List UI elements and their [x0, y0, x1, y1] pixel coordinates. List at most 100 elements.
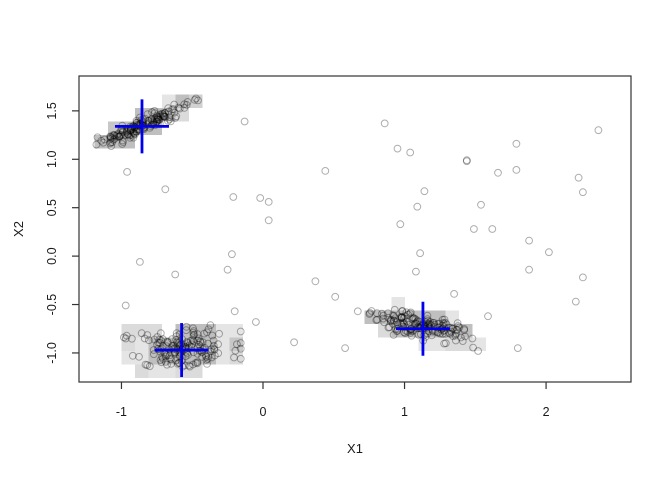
data-point-circle — [110, 135, 119, 143]
data-point-circle — [513, 344, 522, 353]
data-point-circle — [116, 131, 125, 139]
data-point-circle — [160, 112, 169, 121]
data-point-circle — [194, 340, 203, 349]
density-cell — [202, 351, 216, 365]
data-point-circle — [202, 352, 211, 361]
data-point-circle — [429, 319, 437, 327]
data-point-circle — [427, 331, 436, 340]
data-point-circle — [156, 329, 165, 338]
data-point-circle — [366, 309, 374, 317]
data-point-circle — [264, 216, 273, 225]
data-point-circle — [153, 115, 162, 124]
data-point-circle — [122, 331, 131, 340]
data-point-circle — [209, 341, 218, 350]
data-point-circle — [408, 313, 417, 322]
data-point-circle — [411, 315, 420, 324]
data-point-circle — [202, 356, 211, 364]
data-point-circle — [406, 326, 415, 335]
data-point-circle — [112, 132, 120, 140]
data-point-circle — [420, 187, 429, 196]
density-cell — [229, 324, 243, 338]
data-point-circle — [193, 358, 202, 367]
density-cell — [162, 108, 176, 122]
data-point-circle — [110, 131, 119, 140]
data-point-circle — [379, 314, 388, 323]
data-point-circle — [353, 307, 362, 316]
data-point-circle — [161, 109, 169, 117]
data-point-circle — [372, 316, 381, 325]
data-point-circle — [156, 356, 165, 364]
density-cell — [202, 324, 216, 338]
data-point-circle — [214, 340, 223, 349]
data-point-circle — [189, 337, 198, 346]
data-point-circle — [223, 265, 232, 274]
y-tick-label: 0.0 — [45, 247, 59, 264]
data-point-circle — [172, 329, 181, 338]
density-cell — [378, 324, 392, 338]
data-point-circle — [399, 314, 408, 323]
data-point-circle — [109, 131, 117, 140]
data-point-circle — [108, 138, 117, 147]
data-point-circle — [99, 138, 108, 147]
data-point-circle — [129, 133, 138, 142]
data-point-circle — [148, 120, 157, 129]
density-cell — [121, 135, 135, 149]
data-point-circle — [398, 318, 407, 327]
data-point-circle — [136, 258, 144, 266]
data-point-circle — [230, 353, 238, 362]
data-point-circle — [123, 127, 131, 136]
data-point-circle — [159, 110, 168, 119]
data-point-circle — [204, 325, 213, 334]
data-point-circle — [402, 308, 411, 317]
data-point-circle — [125, 131, 134, 140]
data-point-circle — [428, 326, 437, 335]
data-point-circle — [150, 335, 159, 344]
data-point-circle — [196, 337, 205, 346]
data-point-circle — [164, 104, 173, 113]
data-point-circle — [460, 325, 469, 333]
data-point-circle — [168, 105, 177, 114]
density-cell — [445, 337, 459, 351]
data-point-circle — [438, 315, 447, 324]
data-point-circle — [393, 326, 402, 335]
data-point-circle — [126, 133, 134, 142]
data-point-circle — [129, 131, 138, 140]
data-point-circle — [438, 330, 447, 338]
density-cell — [472, 337, 486, 351]
data-point-circle — [150, 114, 159, 123]
density-cell — [391, 310, 405, 324]
y-tick-label: 1.0 — [45, 151, 59, 168]
data-point-circle — [166, 354, 174, 363]
density-cell — [189, 364, 203, 378]
data-point-circle — [107, 138, 115, 147]
data-point-circle — [166, 117, 175, 126]
data-point-circle — [130, 124, 139, 133]
data-point-circle — [163, 337, 172, 346]
data-point-circle — [97, 136, 106, 145]
data-point-circle — [145, 336, 153, 345]
data-point-circle — [164, 338, 172, 347]
density-layer — [94, 94, 486, 378]
data-point-circle — [189, 328, 198, 337]
cluster-center-cross — [395, 301, 450, 356]
data-point-circle — [147, 116, 156, 125]
data-point-circle — [594, 126, 603, 135]
data-point-circle — [118, 136, 127, 145]
data-point-circle — [462, 156, 471, 165]
data-point-circle — [115, 132, 123, 141]
data-point-circle — [131, 130, 140, 139]
data-point-circle — [435, 319, 444, 328]
y-tick-label: -1.0 — [45, 342, 59, 364]
data-point-circle — [148, 108, 156, 117]
data-point-circle — [194, 334, 203, 343]
data-point-circle — [204, 339, 212, 348]
density-cell — [459, 324, 473, 338]
data-point-circle — [204, 352, 213, 361]
data-point-circle — [143, 361, 152, 370]
data-point-circle — [161, 112, 170, 121]
data-point-circle — [126, 124, 135, 132]
data-point-circle — [106, 132, 115, 141]
data-point-circle — [122, 128, 131, 136]
data-point-circle — [488, 225, 497, 233]
x-tick-label: 1 — [401, 405, 408, 419]
